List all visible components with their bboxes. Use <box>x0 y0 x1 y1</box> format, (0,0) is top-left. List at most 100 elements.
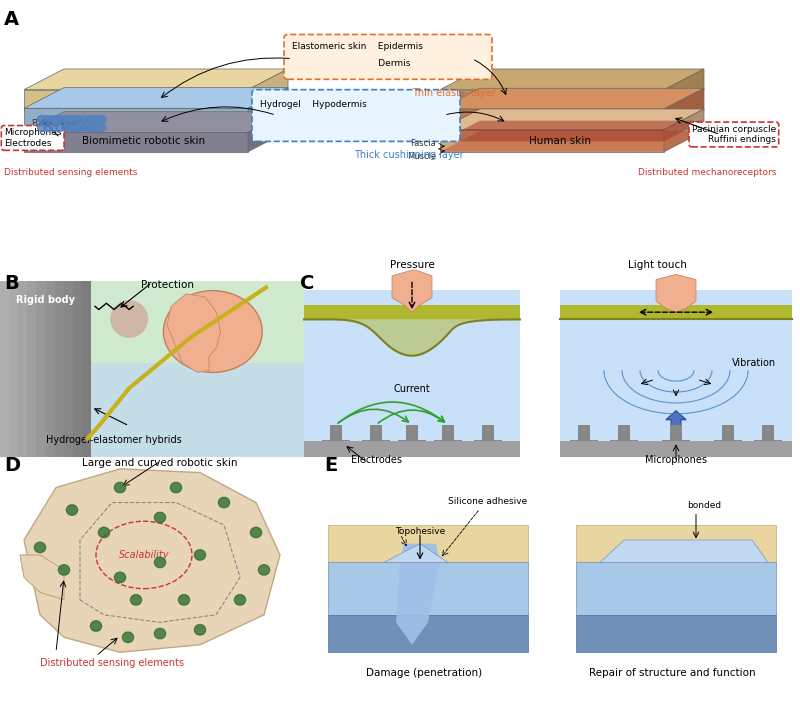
Bar <box>570 440 598 444</box>
Circle shape <box>494 115 499 120</box>
Circle shape <box>98 124 106 131</box>
Bar <box>576 525 776 563</box>
Circle shape <box>512 97 516 101</box>
Circle shape <box>461 102 464 106</box>
Circle shape <box>538 97 542 101</box>
Text: E: E <box>324 456 338 475</box>
Circle shape <box>614 97 618 101</box>
FancyArrow shape <box>666 411 686 441</box>
Bar <box>662 440 690 444</box>
Polygon shape <box>384 544 448 563</box>
Bar <box>442 425 454 443</box>
Circle shape <box>523 115 529 120</box>
FancyBboxPatch shape <box>560 290 792 457</box>
Circle shape <box>74 124 82 131</box>
Circle shape <box>588 102 592 106</box>
Text: Thin elastic layer: Thin elastic layer <box>412 88 496 97</box>
Polygon shape <box>400 544 440 563</box>
Circle shape <box>170 482 182 493</box>
Bar <box>328 525 528 563</box>
Text: Hydrogel    Hypodermis: Hydrogel Hypodermis <box>260 100 366 110</box>
Polygon shape <box>9 281 18 457</box>
Circle shape <box>639 102 643 106</box>
Circle shape <box>194 624 206 635</box>
Polygon shape <box>248 69 288 110</box>
Polygon shape <box>24 69 288 90</box>
Bar <box>328 615 528 652</box>
Polygon shape <box>46 281 54 457</box>
Circle shape <box>540 123 546 129</box>
Circle shape <box>50 124 58 131</box>
Text: Scalability: Scalability <box>118 550 170 560</box>
Circle shape <box>154 628 166 639</box>
Circle shape <box>588 97 592 101</box>
Circle shape <box>55 124 64 131</box>
Polygon shape <box>392 270 432 312</box>
Text: Distributed mechanoreceptors: Distributed mechanoreceptors <box>638 168 776 177</box>
Bar <box>578 425 590 443</box>
Polygon shape <box>304 319 520 356</box>
Circle shape <box>178 595 190 605</box>
Circle shape <box>34 542 46 552</box>
Text: Silicone adhesive: Silicone adhesive <box>448 497 528 506</box>
Text: Topohesive: Topohesive <box>395 527 445 537</box>
Polygon shape <box>27 281 37 457</box>
Circle shape <box>614 92 618 96</box>
Polygon shape <box>248 88 288 134</box>
Text: Protection: Protection <box>141 280 194 290</box>
Bar <box>618 425 630 443</box>
Polygon shape <box>664 69 704 110</box>
Bar <box>328 563 528 615</box>
Text: Damage (penetration): Damage (penetration) <box>366 669 482 679</box>
Polygon shape <box>664 109 704 152</box>
Circle shape <box>512 107 516 110</box>
Circle shape <box>114 482 126 493</box>
Bar <box>304 441 520 457</box>
Circle shape <box>563 92 567 96</box>
Circle shape <box>486 97 490 101</box>
Circle shape <box>43 115 52 123</box>
Text: Hydrogel-elastomer hybrids: Hydrogel-elastomer hybrids <box>46 435 182 445</box>
Polygon shape <box>73 281 82 457</box>
Ellipse shape <box>110 300 148 338</box>
Text: Base layer: Base layer <box>32 118 80 128</box>
Circle shape <box>62 115 70 123</box>
Circle shape <box>461 92 464 96</box>
Circle shape <box>640 115 645 120</box>
Polygon shape <box>0 281 91 457</box>
Circle shape <box>194 550 206 560</box>
Text: Thick cushioning layer: Thick cushioning layer <box>354 150 464 160</box>
Text: Vibration: Vibration <box>732 358 776 368</box>
Polygon shape <box>248 112 288 152</box>
Polygon shape <box>656 274 696 312</box>
Polygon shape <box>440 69 704 90</box>
Circle shape <box>482 123 488 129</box>
Text: Large and curved robotic skin: Large and curved robotic skin <box>82 457 238 468</box>
Polygon shape <box>64 281 73 457</box>
Polygon shape <box>24 90 248 110</box>
Text: Biomimetic robotic skin: Biomimetic robotic skin <box>82 136 206 147</box>
Circle shape <box>58 565 70 575</box>
Polygon shape <box>24 108 248 134</box>
Text: Fascia: Fascia <box>410 139 436 148</box>
Circle shape <box>154 513 166 523</box>
Polygon shape <box>24 88 288 108</box>
Polygon shape <box>664 89 704 131</box>
Circle shape <box>79 124 88 131</box>
Text: Microphones: Microphones <box>645 454 707 465</box>
FancyBboxPatch shape <box>304 290 520 457</box>
Circle shape <box>588 92 592 96</box>
Circle shape <box>38 115 46 123</box>
Circle shape <box>639 92 643 96</box>
Circle shape <box>614 107 618 110</box>
Circle shape <box>234 595 246 605</box>
Text: A: A <box>4 10 19 29</box>
Circle shape <box>538 102 542 106</box>
Circle shape <box>62 124 70 131</box>
Circle shape <box>563 97 567 101</box>
Text: bonded: bonded <box>687 501 721 510</box>
Polygon shape <box>24 112 288 132</box>
Text: C: C <box>300 274 314 293</box>
Circle shape <box>588 107 592 110</box>
Circle shape <box>55 115 64 123</box>
